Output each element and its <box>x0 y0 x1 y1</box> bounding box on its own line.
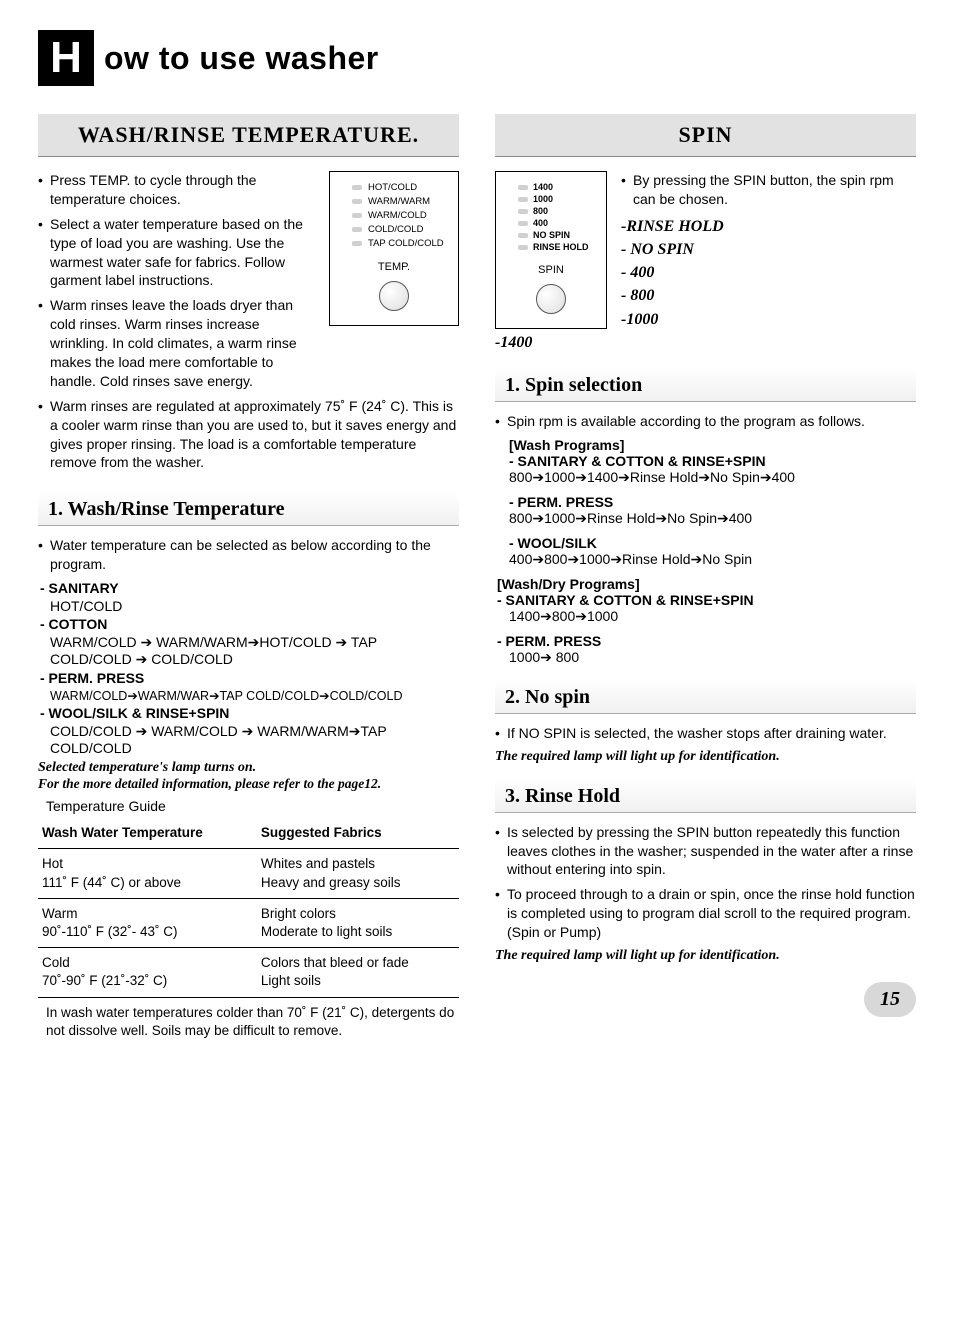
wash-sub1-bullet: Water temperature can be selected as bel… <box>50 536 459 574</box>
header-title: ow to use washer <box>104 40 379 77</box>
rinse-hold-note: The required lamp will light up for iden… <box>495 948 916 964</box>
program-body: HOT/COLD <box>50 598 459 614</box>
spin-intro: By pressing the SPIN button, the spin rp… <box>633 171 916 209</box>
led-label: RINSE HOLD <box>533 242 589 252</box>
washdry-prog-body: 1000➔ 800 <box>509 649 916 666</box>
led-icon <box>518 197 528 202</box>
washdry-prog-name: - PERM. PRESS <box>497 633 916 649</box>
table-cell: Colors that bleed or fade Light soils <box>257 948 459 997</box>
temp-panel: HOT/COLD WARM/WARM WARM/COLD COLD/COLD T… <box>329 171 459 326</box>
no-spin-note: The required lamp will light up for iden… <box>495 749 916 765</box>
wash-prog-body: 800➔1000➔Rinse Hold➔No Spin➔400 <box>509 510 916 527</box>
program-body: WARM/COLD ➔ WARM/WARM➔HOT/COLD ➔ TAP COL… <box>50 634 459 668</box>
led-label: WARM/COLD <box>368 210 427 221</box>
washdry-prog-name: - SANITARY & COTTON & RINSE+SPIN <box>497 592 916 608</box>
temp-button-icon <box>379 281 409 311</box>
page-number-wrap: 15 <box>495 982 916 1017</box>
temp-note1: Selected temperature's lamp turns on. <box>38 760 459 776</box>
program-name: - SANITARY <box>40 580 119 596</box>
led-label: WARM/WARM <box>368 196 430 207</box>
temp-panel-label: TEMP. <box>338 261 450 273</box>
led-label: HOT/COLD <box>368 182 417 193</box>
wash-rinse-sub-band: 1. Wash/Rinse Temperature <box>38 492 459 526</box>
spin-panel: 1400 1000 800 400 NO SPIN RINSE HOLD SPI… <box>495 171 607 329</box>
rinse-hold-bullet: To proceed through to a drain or spin, o… <box>507 885 916 942</box>
wash-bullet: Warm rinses leave the loads dryer than c… <box>50 296 321 390</box>
led-icon <box>352 199 362 204</box>
table-cell: Bright colors Moderate to light soils <box>257 898 459 947</box>
table-row: Cold 70˚-90˚ F (21˚-32˚ C) Colors that b… <box>38 948 459 997</box>
table-cell: Cold 70˚-90˚ F (21˚-32˚ C) <box>38 948 257 997</box>
spin-band: SPIN <box>495 114 916 157</box>
program-name: - COTTON <box>40 616 107 632</box>
temp-note2: For the more detailed information, pleas… <box>38 776 459 792</box>
wash-prog-body: 400➔800➔1000➔Rinse Hold➔No Spin <box>509 551 916 568</box>
rinse-hold-bullet: Is selected by pressing the SPIN button … <box>507 823 916 880</box>
page-number: 15 <box>864 982 916 1017</box>
program-body: COLD/COLD ➔ WARM/COLD ➔ WARM/WARM➔TAP CO… <box>50 723 459 756</box>
led-icon <box>518 233 528 238</box>
table-row: Warm 90˚-110˚ F (32˚- 43˚ C) Bright colo… <box>38 898 459 947</box>
table-cell: Warm 90˚-110˚ F (32˚- 43˚ C) <box>38 898 257 947</box>
led-icon <box>352 227 362 232</box>
wash-bullet: Press TEMP. to cycle through the tempera… <box>50 171 321 209</box>
led-icon <box>518 221 528 226</box>
led-icon <box>352 185 362 190</box>
spin-selection-band: 1. Spin selection <box>495 368 916 402</box>
led-icon <box>352 213 362 218</box>
led-label: 800 <box>533 206 548 216</box>
program-body: WARM/COLD➔WARM/WAR➔TAP COLD/COLD➔COLD/CO… <box>50 688 459 703</box>
wash-programs-heading: [Wash Programs] <box>509 437 916 453</box>
header-initial: H <box>38 30 94 86</box>
wash-bullet: Warm rinses are regulated at approximate… <box>50 397 459 473</box>
table-header: Wash Water Temperature <box>38 818 257 849</box>
spin-button-icon <box>536 284 566 314</box>
wash-rinse-band: WASH/RINSE TEMPERATURE. <box>38 114 459 157</box>
temp-footnote: In wash water temperatures colder than 7… <box>38 1004 459 1040</box>
led-label: TAP COLD/COLD <box>368 238 444 249</box>
wash-prog-name: - WOOL/SILK <box>509 535 916 551</box>
rinse-hold-band: 3. Rinse Hold <box>495 779 916 813</box>
wash-prog-name: - SANITARY & COTTON & RINSE+SPIN <box>509 453 916 469</box>
led-label: COLD/COLD <box>368 224 423 235</box>
led-icon <box>518 245 528 250</box>
table-cell: Hot 111˚ F (44˚ C) or above <box>38 849 257 898</box>
table-row: Hot 111˚ F (44˚ C) or above Whites and p… <box>38 849 459 898</box>
spin-panel-label: SPIN <box>502 264 600 276</box>
temp-guide-caption: Temperature Guide <box>46 798 459 814</box>
washdry-heading: [Wash/Dry Programs] <box>497 576 916 592</box>
wash-prog-body: 800➔1000➔1400➔Rinse Hold➔No Spin➔400 <box>509 469 916 486</box>
temperature-guide-table: Wash Water Temperature Suggested Fabrics… <box>38 818 459 998</box>
washdry-prog-body: 1400➔800➔1000 <box>509 608 916 625</box>
wash-prog-name: - PERM. PRESS <box>509 494 916 510</box>
page-header: H ow to use washer <box>38 30 916 86</box>
led-icon <box>352 241 362 246</box>
wash-bullet: Select a water temperature based on the … <box>50 215 321 291</box>
program-name: - PERM. PRESS <box>40 670 144 686</box>
led-label: 400 <box>533 218 548 228</box>
led-label: NO SPIN <box>533 230 570 240</box>
no-spin-bullet: If NO SPIN is selected, the washer stops… <box>507 724 916 743</box>
led-icon <box>518 209 528 214</box>
table-header: Suggested Fabrics <box>257 818 459 849</box>
spin-sub1-bullet: Spin rpm is available according to the p… <box>507 412 916 431</box>
program-name: - WOOL/SILK & RINSE+SPIN <box>40 705 229 721</box>
led-label: 1400 <box>533 182 553 192</box>
table-cell: Whites and pastels Heavy and greasy soil… <box>257 849 459 898</box>
led-icon <box>518 185 528 190</box>
spin-value: -1400 <box>495 331 916 354</box>
no-spin-band: 2. No spin <box>495 680 916 714</box>
right-column: SPIN 1400 1000 800 400 NO SPIN RINSE HOL… <box>495 114 916 1040</box>
left-column: WASH/RINSE TEMPERATURE. HOT/COLD WARM/WA… <box>38 114 459 1040</box>
led-label: 1000 <box>533 194 553 204</box>
